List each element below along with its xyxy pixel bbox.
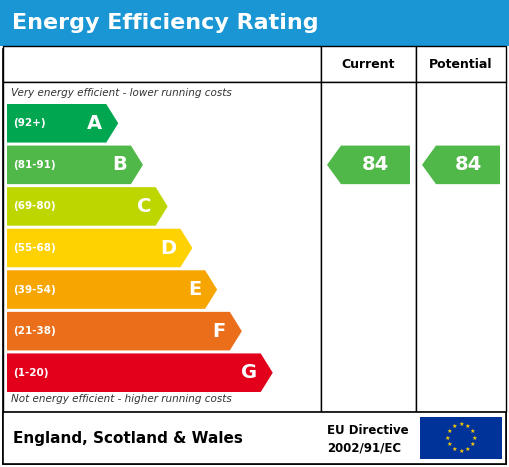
Bar (416, 82, 506, 412)
Polygon shape (327, 146, 410, 184)
Text: (69-80): (69-80) (13, 201, 55, 212)
Text: ★: ★ (458, 449, 464, 454)
Bar (3, 49, 506, 464)
Bar (420, 417, 502, 459)
Text: E: E (188, 280, 201, 299)
Text: (81-91): (81-91) (13, 160, 55, 170)
Text: EU Directive: EU Directive (327, 424, 409, 437)
Text: ★: ★ (446, 429, 452, 434)
Text: F: F (213, 322, 226, 340)
Text: Very energy efficient - lower running costs: Very energy efficient - lower running co… (11, 88, 232, 98)
Text: (21-38): (21-38) (13, 326, 56, 336)
Polygon shape (7, 104, 118, 142)
Bar (3, 46, 321, 82)
Text: ★: ★ (458, 422, 464, 427)
Bar (0, 0, 509, 46)
Text: Not energy efficient - higher running costs: Not energy efficient - higher running co… (11, 394, 232, 404)
Text: ★: ★ (470, 429, 475, 434)
Text: ★: ★ (472, 436, 477, 440)
Text: Potential: Potential (429, 57, 493, 71)
Bar (321, 46, 416, 82)
Polygon shape (422, 146, 500, 184)
Text: C: C (137, 197, 152, 216)
Polygon shape (7, 312, 242, 350)
Polygon shape (7, 187, 167, 226)
Text: D: D (160, 239, 177, 257)
Polygon shape (7, 354, 273, 392)
Text: (55-68): (55-68) (13, 243, 56, 253)
Polygon shape (7, 270, 217, 309)
Bar (321, 82, 416, 412)
Text: ★: ★ (451, 447, 457, 452)
Bar (3, 412, 506, 464)
Text: ★: ★ (451, 424, 457, 429)
Bar (3, 82, 321, 412)
Text: ★: ★ (446, 442, 452, 447)
Text: 84: 84 (455, 156, 482, 174)
Text: ★: ★ (445, 436, 450, 440)
Text: A: A (87, 114, 102, 133)
Bar (416, 46, 506, 82)
Text: ★: ★ (465, 447, 470, 452)
Polygon shape (7, 229, 192, 267)
Text: 84: 84 (362, 156, 389, 174)
Text: (1-20): (1-20) (13, 368, 48, 378)
Polygon shape (7, 146, 143, 184)
Text: Energy Efficiency Rating: Energy Efficiency Rating (12, 13, 319, 33)
Text: Current: Current (342, 57, 395, 71)
Text: England, Scotland & Wales: England, Scotland & Wales (13, 431, 243, 446)
Text: 2002/91/EC: 2002/91/EC (327, 442, 401, 455)
Text: G: G (241, 363, 257, 382)
Text: B: B (112, 156, 127, 174)
Text: (39-54): (39-54) (13, 284, 56, 295)
Text: (92+): (92+) (13, 118, 46, 128)
Text: ★: ★ (465, 424, 470, 429)
Text: ★: ★ (470, 442, 475, 447)
